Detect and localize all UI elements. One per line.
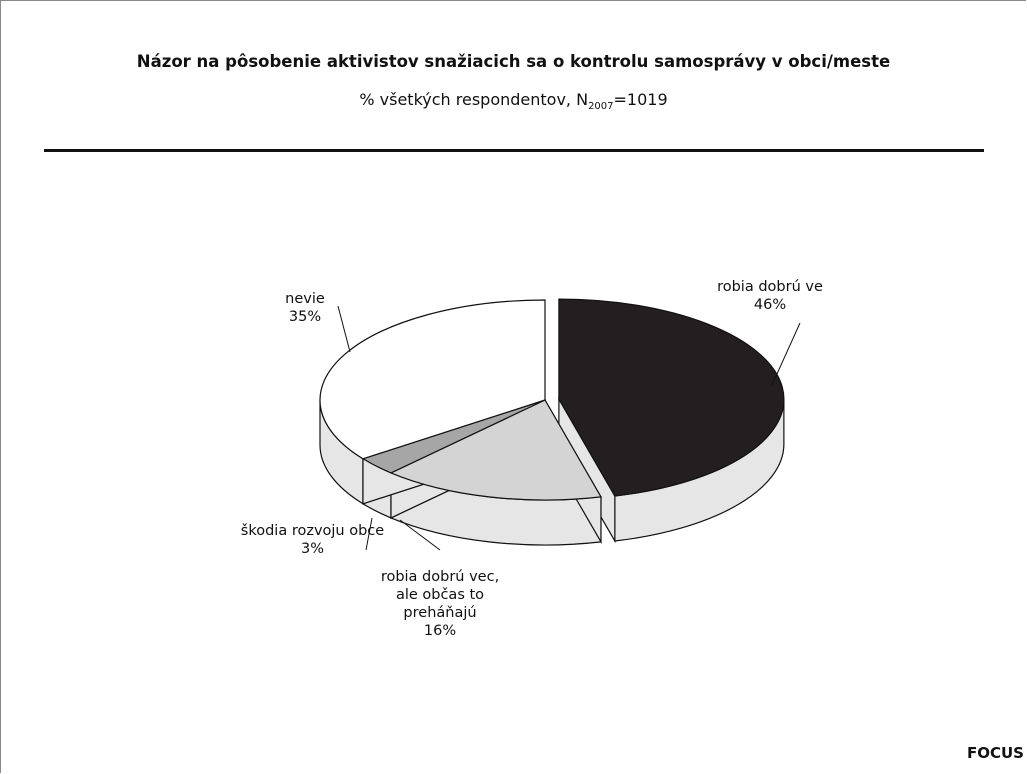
slice-label: robia dobrú vec, ale občas to preháňajú 1…: [370, 568, 510, 640]
leader-line: [399, 519, 441, 551]
slice: [389, 399, 602, 501]
title-rule: [44, 149, 984, 152]
value-label: 3%: [300, 541, 324, 557]
source: FOCUS: [967, 744, 1024, 762]
subtitle-text: % všetkých respondentov, N: [359, 90, 589, 109]
category-label: robia dobrú vec, ale občas to preháňajú: [380, 569, 500, 621]
category-label: škodia rozvoju obce: [240, 523, 385, 539]
leader-line: [365, 517, 373, 551]
category-label: nevie: [285, 291, 325, 307]
chart-subtitle: % všetkých respondentov, N2007=1019: [0, 90, 1027, 112]
subtitle-sub: 2007: [588, 101, 614, 113]
slice-label: škodia rozvoju obce 3%: [240, 522, 385, 558]
subtitle-end: =1019: [613, 90, 668, 109]
value-label: 35%: [288, 309, 322, 325]
slice: [558, 298, 785, 497]
chart-title: Názor na pôsobenie aktivistov snažiacich…: [136, 52, 891, 71]
leader-line: [337, 305, 351, 353]
slice-label: nevie 35%: [255, 290, 355, 326]
category-label: robia dobrú ve: [717, 279, 823, 295]
slice-label: robia dobrú ve 46%: [700, 278, 840, 314]
value-label: 46%: [753, 297, 787, 313]
slice: [319, 299, 546, 460]
leader-line: [771, 322, 801, 386]
value-label: 16%: [423, 623, 457, 639]
